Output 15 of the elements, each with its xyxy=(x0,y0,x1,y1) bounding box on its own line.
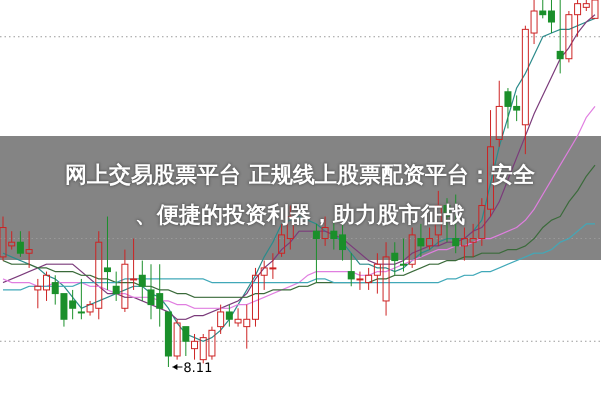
candlestick xyxy=(112,271,120,302)
candlestick xyxy=(104,216,111,290)
annotation: 8.11 xyxy=(183,361,212,376)
candlestick xyxy=(95,230,102,320)
candlestick xyxy=(496,80,503,148)
candlestick xyxy=(26,230,33,268)
candlestick xyxy=(348,252,355,287)
candlestick xyxy=(391,242,398,276)
candlestick xyxy=(52,274,59,306)
candlestick xyxy=(16,230,24,258)
candlestick xyxy=(556,0,564,74)
candlestick xyxy=(217,304,224,334)
candlestick xyxy=(226,304,233,328)
candlestick xyxy=(269,252,276,280)
candlestick xyxy=(138,260,146,302)
